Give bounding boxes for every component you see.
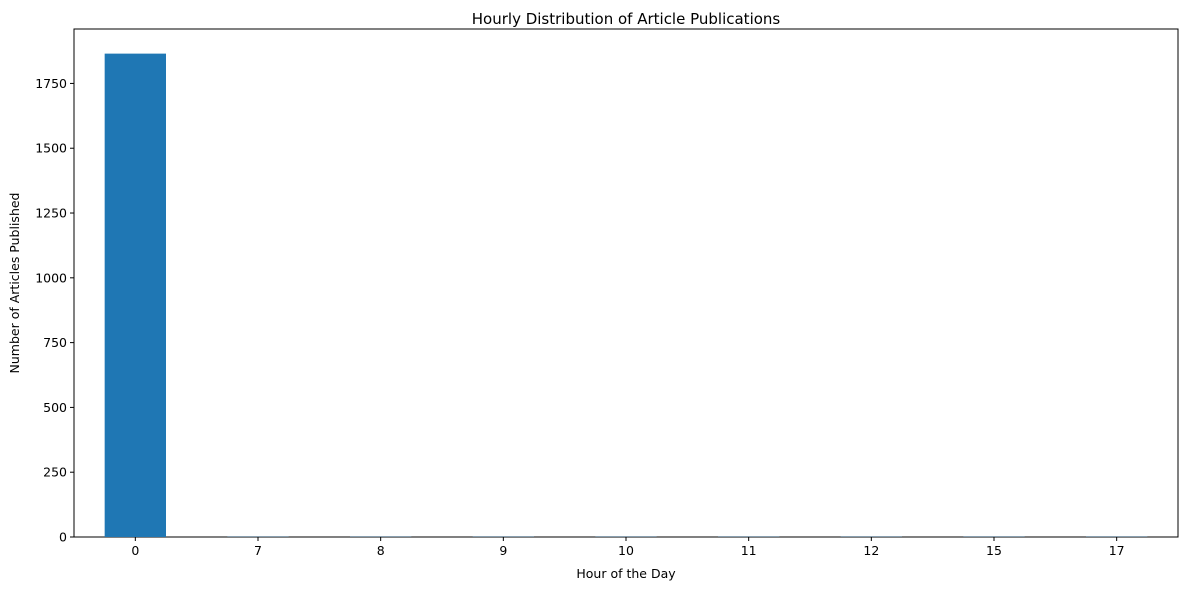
- x-tick-label: 11: [741, 543, 757, 558]
- y-tick-label: 500: [43, 400, 67, 415]
- x-tick-label: 10: [618, 543, 634, 558]
- bar-hour-0: [104, 53, 166, 538]
- x-axis: 0 7 8 9 10 11 12 15 17: [131, 537, 1125, 558]
- x-tick-label: 15: [986, 543, 1002, 558]
- x-tick-label: 0: [131, 543, 139, 558]
- chart-title: Hourly Distribution of Article Publicati…: [472, 10, 781, 28]
- x-tick-label: 12: [863, 543, 879, 558]
- y-tick-label: 0: [59, 530, 67, 545]
- y-tick-label: 1750: [35, 76, 67, 91]
- y-tick-label: 1500: [35, 141, 67, 156]
- y-tick-label: 750: [43, 335, 67, 350]
- plot-area: 0 7 8 9 10 11 12 15 17 0 250 500 750 1000 1250 1500 175…: [35, 28, 1179, 558]
- x-tick-label: 9: [499, 543, 507, 558]
- x-tick-label: 8: [377, 543, 385, 558]
- bar-series: [104, 53, 1148, 538]
- y-axis-label: Number of Articles Published: [7, 193, 22, 374]
- x-tick-label: 17: [1109, 543, 1125, 558]
- x-axis-label: Hour of the Day: [576, 566, 676, 581]
- y-tick-label: 1000: [35, 270, 67, 285]
- y-tick-label: 1250: [35, 206, 67, 221]
- x-tick-label: 7: [254, 543, 262, 558]
- y-axis: 0 250 500 750 1000 1250 1500 1750: [35, 76, 74, 545]
- plot-frame: [73, 28, 1179, 538]
- y-tick-label: 250: [43, 465, 67, 480]
